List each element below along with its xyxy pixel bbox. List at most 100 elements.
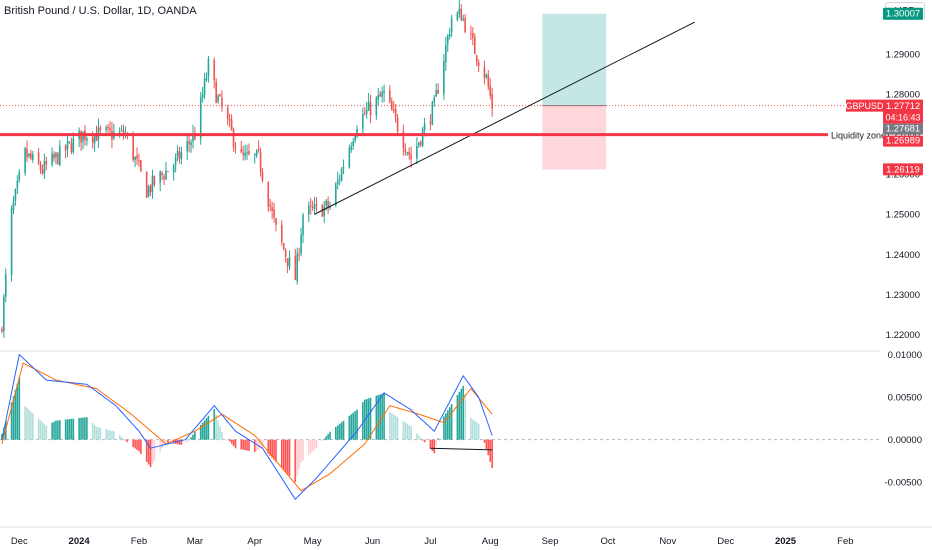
candle-body	[423, 123, 426, 130]
macd-histogram-bar	[311, 439, 314, 452]
candle-body	[362, 114, 364, 129]
candle-body	[244, 152, 246, 157]
candle-body	[408, 151, 410, 155]
candle-body	[477, 62, 480, 67]
x-tick-label: Sep	[542, 536, 559, 547]
macd-histogram-bar	[136, 439, 138, 450]
macd-histogram-bar	[126, 439, 129, 443]
macd-histogram-bar	[338, 423, 341, 440]
macd-histogram-bar	[107, 429, 109, 440]
macd-histogram-bar	[294, 439, 297, 483]
candle-body	[80, 130, 82, 143]
candle-body	[342, 167, 345, 169]
price-tick-label: 1.28000	[886, 90, 920, 101]
macd-histogram-bar	[39, 420, 42, 440]
macd-histogram-bar	[313, 439, 316, 450]
candle-body	[458, 8, 461, 14]
macd-histogram-bar	[408, 425, 410, 440]
macd-histogram-bar	[86, 417, 88, 440]
macd-histogram-bar	[309, 439, 312, 454]
macd-histogram-bar	[167, 439, 169, 443]
macd-histogram-bar	[435, 439, 437, 446]
candle-body	[151, 175, 154, 193]
candle-body	[443, 61, 445, 94]
macd-histogram-bar	[134, 439, 136, 449]
macd-histogram-bar	[99, 427, 102, 440]
candle-body	[433, 97, 436, 103]
candle-body	[473, 37, 476, 55]
candle-body	[153, 175, 156, 185]
macd-histogram-bar	[365, 399, 368, 440]
candle-body	[217, 95, 219, 102]
candle-body	[192, 133, 194, 142]
candle-body	[296, 253, 299, 282]
candle-body	[271, 207, 273, 211]
candle-body	[37, 152, 40, 164]
macd-histogram-bar	[472, 419, 474, 440]
divergence-line	[430, 447, 493, 451]
macd-histogram-bar	[138, 439, 140, 452]
candle-body	[336, 180, 339, 185]
candle-body	[18, 172, 21, 180]
candle-body	[275, 218, 277, 225]
candle-body	[4, 274, 7, 297]
x-tick-label: 2024	[69, 536, 91, 547]
macd-histogram-bar	[269, 439, 271, 456]
candle-body	[136, 155, 138, 159]
macd-histogram-bar	[485, 439, 488, 450]
candle-body	[286, 258, 289, 266]
macd-histogram-bar	[226, 439, 229, 440]
macd-histogram-bar	[410, 426, 412, 440]
candle-body	[369, 102, 372, 116]
macd-histogram-bar	[145, 439, 148, 462]
candle-body	[194, 134, 196, 140]
candle-body	[159, 171, 161, 184]
candle-body	[354, 135, 356, 141]
macd-histogram-bar	[350, 414, 353, 440]
macd-tick-label: 0.00500	[888, 393, 922, 404]
candle-body	[313, 204, 316, 210]
candle-body	[109, 127, 111, 130]
signal-line	[1, 362, 493, 492]
macd-histogram-bar	[153, 439, 156, 461]
candle-body	[404, 148, 407, 152]
price-tick-label: 1.29000	[886, 50, 920, 61]
liquidity-price-label: 1.26989	[886, 136, 920, 147]
candle-body	[16, 180, 19, 189]
macd-histogram-bar	[228, 439, 231, 442]
liquidity-zone-label: Liquidity zone	[831, 131, 886, 141]
candle-body	[309, 204, 312, 207]
macd-histogram-bar	[199, 424, 202, 440]
macd-histogram-bar	[180, 439, 183, 445]
macd-histogram-bar	[221, 432, 223, 440]
macd-histogram-bar	[416, 433, 418, 440]
candle-body	[190, 142, 192, 146]
candle-body	[392, 109, 395, 111]
candle-body	[147, 186, 150, 197]
candle-body	[348, 148, 351, 168]
symbol-badge-bg	[846, 99, 883, 112]
candle-body	[207, 58, 210, 77]
macd-histogram-bar	[259, 439, 262, 449]
macd-histogram-bar	[246, 439, 248, 451]
macd-histogram-bar	[477, 423, 480, 440]
macd-histogram-bar	[445, 413, 447, 440]
x-tick-label: Jun	[365, 536, 380, 547]
macd-histogram-bar	[30, 411, 32, 440]
x-tick-label: Jul	[424, 536, 436, 547]
candle-body	[99, 127, 102, 130]
candle-body	[10, 208, 13, 276]
candle-body	[230, 119, 233, 130]
macd-histogram-bar	[336, 425, 339, 440]
x-tick-label: Dec	[717, 536, 734, 547]
macd-histogram-bar	[151, 439, 154, 465]
macd-histogram-bar	[487, 439, 490, 456]
candle-body	[446, 35, 449, 45]
macd-tick-label: -0.00500	[884, 478, 922, 489]
macd-histogram-bar	[308, 439, 310, 456]
macd-histogram-bar	[203, 420, 206, 440]
candle-body	[72, 138, 75, 153]
candle-body	[377, 95, 380, 100]
current-price: 1.27712	[886, 101, 920, 112]
